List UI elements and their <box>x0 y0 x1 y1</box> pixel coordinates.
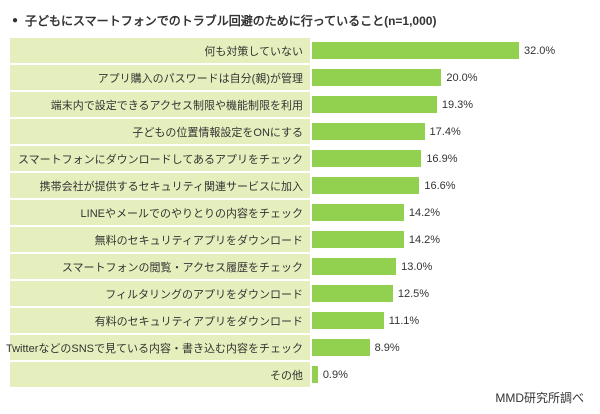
bar <box>312 42 519 59</box>
chart-row: 無料のセキュリティアプリをダウンロード 14.2% <box>10 227 590 252</box>
chart-row: 何も対策していない 32.0% <box>10 38 590 63</box>
chart-row: 端末内で設定できるアクセス制限や機能制限を利用 19.3% <box>10 92 590 117</box>
bar <box>312 258 397 275</box>
chart-row: LINEやメールでのやりとりの内容をチェック 14.2% <box>10 200 590 225</box>
bar-area: 14.2% <box>310 200 590 225</box>
category-label: スマートフォンにダウンロードしてあるアプリをチェック <box>10 146 310 171</box>
chart-row: TwitterなどのSNSで見ている内容・書き込む内容をチェック 8.9% <box>6 335 590 360</box>
bar-area: 16.6% <box>310 173 590 198</box>
category-label: 有料のセキュリティアプリをダウンロード <box>10 308 310 333</box>
bar-area: 14.2% <box>310 227 590 252</box>
bar-area: 20.0% <box>310 65 590 90</box>
value-label: 14.2% <box>408 206 441 219</box>
bar <box>312 366 318 383</box>
chart-row: 携帯会社が提供するセキュリティ関連サービスに加入 16.6% <box>10 173 590 198</box>
category-label: 無料のセキュリティアプリをダウンロード <box>10 227 310 252</box>
value-label: 13.0% <box>401 260 433 273</box>
value-label: 17.4% <box>429 125 461 138</box>
chart-row: スマートフォンの閲覧・アクセス履歴をチェック 13.0% <box>10 254 590 279</box>
value-label: 14.2% <box>408 233 441 246</box>
bar <box>312 123 425 140</box>
bar-area: 17.4% <box>310 119 590 144</box>
value-label: 16.6% <box>424 179 456 192</box>
bar <box>312 312 384 329</box>
bar-area: 19.3% <box>310 92 590 117</box>
category-label: 端末内で設定できるアクセス制限や機能制限を利用 <box>10 92 310 117</box>
category-label: TwitterなどのSNSで見ている内容・書き込む内容をチェック <box>6 335 310 360</box>
chart-row: その他 0.9% <box>10 362 590 387</box>
value-label: 16.9% <box>426 152 458 165</box>
value-label: 8.9% <box>374 341 400 354</box>
bar-area: 16.9% <box>310 146 590 171</box>
bar-area: 32.0% <box>310 38 590 63</box>
chart-row: 有料のセキュリティアプリをダウンロード 11.1% <box>10 308 590 333</box>
category-label: アプリ購入のパスワードは自分(親)が管理 <box>10 65 310 90</box>
value-label: 12.5% <box>397 287 430 300</box>
bar <box>312 231 404 248</box>
category-label: 子どもの位置情報設定をONにする <box>10 119 310 144</box>
chart-row: 子どもの位置情報設定をONにする 17.4% <box>10 119 590 144</box>
chart-title-row: ● 子どもにスマートフォンでのトラブル回避のために行っていること(n=1,000… <box>12 12 590 29</box>
category-label: スマートフォンの閲覧・アクセス履歴をチェック <box>10 254 310 279</box>
category-label: LINEやメールでのやりとりの内容をチェック <box>10 200 310 225</box>
bar-area: 0.9% <box>310 362 590 387</box>
value-label: 19.3% <box>441 98 474 111</box>
category-label: その他 <box>10 362 310 387</box>
value-label: 0.9% <box>322 368 348 381</box>
bar <box>312 150 422 167</box>
category-label: フィルタリングのアプリをダウンロード <box>10 281 310 306</box>
value-label: 20.0% <box>446 71 478 84</box>
bar-area: 11.1% <box>310 308 590 333</box>
bullet-icon: ● <box>12 14 19 26</box>
bar-area: 12.5% <box>310 281 590 306</box>
category-label: 何も対策していない <box>10 38 310 63</box>
value-label: 11.1% <box>388 314 420 327</box>
bar-area: 8.9% <box>310 335 590 360</box>
bar <box>312 339 370 356</box>
bar-chart: 何も対策していない 32.0% アプリ購入のパスワードは自分(親)が管理 20.0% 端… <box>6 38 590 387</box>
bar <box>312 69 442 86</box>
bar <box>312 177 420 194</box>
chart-row: アプリ購入のパスワードは自分(親)が管理 20.0% <box>10 65 590 90</box>
bar <box>312 204 404 221</box>
category-label: 携帯会社が提供するセキュリティ関連サービスに加入 <box>10 173 310 198</box>
value-label: 32.0% <box>524 44 556 57</box>
chart-title: 子どもにスマートフォンでのトラブル回避のために行っていること(n=1,000) <box>25 14 437 28</box>
bar-area: 13.0% <box>310 254 590 279</box>
source-note: MMD研究所調べ <box>495 391 584 405</box>
chart-row: フィルタリングのアプリをダウンロード 12.5% <box>10 281 590 306</box>
chart-row: スマートフォンにダウンロードしてあるアプリをチェック 16.9% <box>10 146 590 171</box>
bar <box>312 285 393 302</box>
bar <box>312 96 437 113</box>
